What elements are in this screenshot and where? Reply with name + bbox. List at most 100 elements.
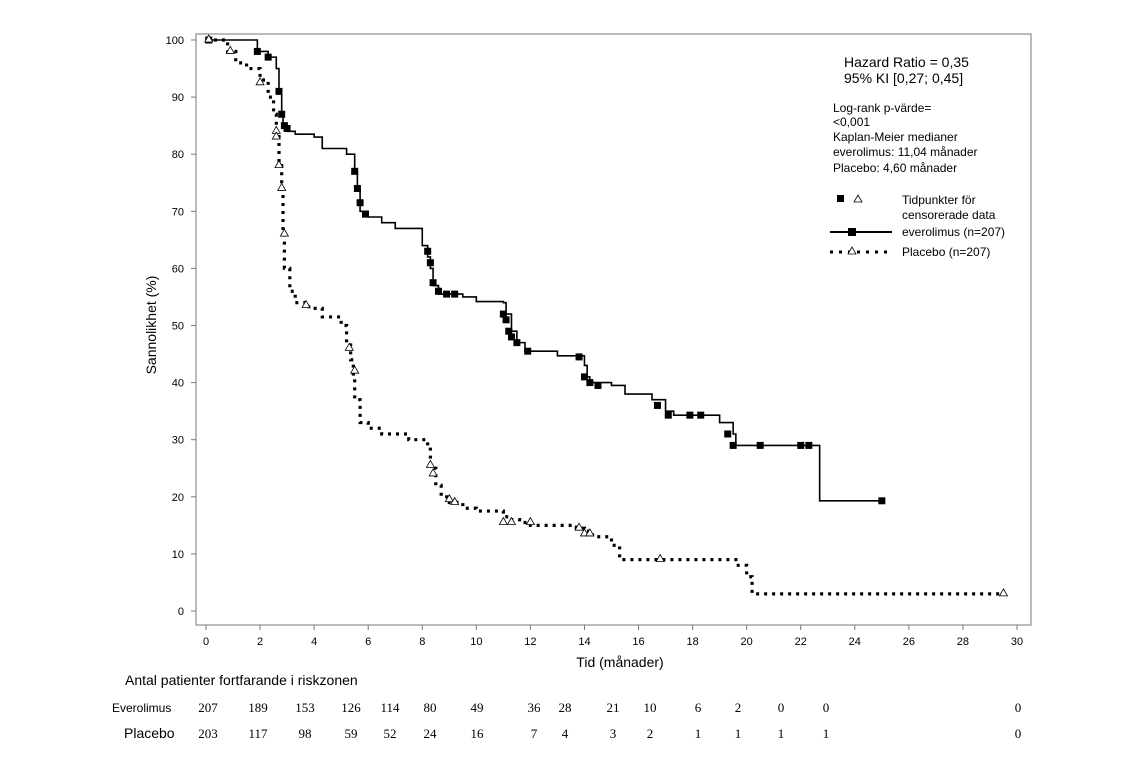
- x-tick-label: 8: [419, 636, 425, 648]
- everolimus-censor-mark: [524, 347, 532, 355]
- km-median-title: Kaplan-Meier medianer: [833, 130, 958, 144]
- risk-count: 1: [778, 726, 785, 741]
- everolimus-censor-mark: [278, 110, 286, 118]
- legend-censor-triangle-icon: [853, 194, 863, 203]
- x-tick-label: 2: [257, 636, 263, 648]
- y-tick-label: 100: [166, 35, 184, 47]
- risk-count: 189: [248, 700, 268, 715]
- everolimus-censor-mark: [361, 210, 369, 218]
- y-tick-label: 90: [172, 92, 184, 104]
- everolimus-censor-mark: [275, 87, 283, 95]
- everolimus-censor-mark: [580, 373, 588, 381]
- everolimus-censor-mark: [283, 125, 291, 133]
- risk-count: 114: [380, 700, 400, 715]
- placebo-censor-mark: [225, 45, 236, 54]
- risk-count: 10: [644, 700, 657, 715]
- x-axis-title: Tid (månader): [576, 654, 663, 670]
- everolimus-censor-mark: [499, 310, 507, 318]
- x-tick-label: 6: [365, 636, 371, 648]
- everolimus-censor-mark: [443, 290, 451, 298]
- y-tick-label: 10: [172, 549, 184, 561]
- risk-count: 153: [295, 700, 315, 715]
- risk-count: 28: [559, 700, 572, 715]
- legend-censor-line-1: Tidpunkter för: [902, 193, 976, 207]
- placebo-censor-mark: [204, 34, 214, 43]
- legend-everolimus-marker: [848, 228, 856, 236]
- everolimus-censor-mark: [686, 411, 694, 419]
- everolimus-censor-mark: [653, 401, 661, 409]
- logrank-line-2: <0,001: [833, 115, 870, 129]
- everolimus-censor-mark: [586, 379, 594, 387]
- risk-count: 2: [735, 700, 742, 715]
- everolimus-censor-mark: [502, 316, 510, 324]
- x-tick-label: 24: [849, 636, 861, 648]
- risk-count: 117: [248, 726, 268, 741]
- placebo-censor-mark: [444, 493, 454, 503]
- everolimus-censor-mark: [505, 327, 513, 335]
- everolimus-censor-mark: [451, 290, 459, 298]
- risk-row-label-everolimus: Everolimus: [112, 701, 171, 715]
- km-median-everolimus: everolimus: 11,04 månader: [833, 145, 978, 159]
- placebo-curve: [206, 38, 1004, 596]
- x-tick-label: 4: [311, 636, 317, 648]
- confidence-interval: 95% KI [0,27; 0,45]: [844, 70, 963, 86]
- x-tick-label: 0: [203, 636, 209, 648]
- everolimus-censor-mark: [424, 247, 432, 255]
- legend-placebo-marker: [847, 246, 857, 255]
- risk-count: 3: [610, 726, 617, 741]
- placebo-censor-mark: [998, 588, 1009, 597]
- placebo-censor-mark: [301, 299, 311, 308]
- x-tick-label: 28: [957, 636, 969, 648]
- everolimus-censor-mark: [353, 184, 361, 192]
- risk-count: 0: [1015, 700, 1022, 715]
- y-axis-title: Sannolikhet (%): [143, 276, 159, 375]
- x-tick-label: 14: [578, 636, 590, 648]
- legend-placebo: Placebo (n=207): [902, 245, 990, 259]
- everolimus-censor-mark: [575, 353, 583, 361]
- risk-count: 4: [562, 726, 569, 741]
- legend: Tidpunkter för censorerade data everolim…: [830, 193, 1005, 259]
- risk-count: 98: [299, 726, 312, 741]
- risk-count: 1: [695, 726, 702, 741]
- everolimus-censor-mark: [878, 497, 886, 505]
- everolimus-censor-mark: [594, 381, 602, 389]
- risk-count: 0: [823, 700, 830, 715]
- x-tick-label: 10: [470, 636, 482, 648]
- risk-count: 126: [341, 700, 361, 715]
- y-tick-label: 30: [172, 435, 184, 447]
- risk-count: 21: [607, 700, 620, 715]
- everolimus-censor-mark: [724, 430, 732, 438]
- everolimus-censor-mark: [351, 167, 359, 175]
- annotation-box: Hazard Ratio = 0,35 95% KI [0,27; 0,45] …: [833, 54, 978, 175]
- risk-count: 207: [198, 700, 218, 715]
- everolimus-censor-mark: [356, 199, 364, 207]
- placebo-censor-mark: [506, 516, 517, 525]
- everolimus-censor-mark: [434, 287, 442, 295]
- logrank-line-1: Log-rank p-värde=: [833, 101, 931, 115]
- legend-censor-line-2: censorerade data: [902, 208, 996, 222]
- placebo-censor-mark: [279, 228, 290, 237]
- risk-count: 80: [424, 700, 437, 715]
- placebo-censor-mark: [344, 342, 354, 351]
- risk-table-title: Antal patienter fortfarande i riskzonen: [125, 672, 358, 688]
- y-tick-label: 0: [178, 606, 184, 618]
- placebo-censor-mark: [349, 365, 360, 374]
- everolimus-censor-mark: [729, 441, 737, 449]
- risk-count: 36: [528, 700, 542, 715]
- everolimus-censor-mark: [805, 441, 813, 449]
- everolimus-censor-mark: [664, 411, 672, 419]
- km-median-placebo: Placebo: 4,60 månader: [833, 161, 957, 175]
- y-tick-label: 70: [172, 206, 184, 218]
- risk-count: 1: [823, 726, 830, 741]
- risk-count: 203: [198, 726, 218, 741]
- risk-count: 6: [695, 700, 702, 715]
- everolimus-censor-mark: [697, 411, 705, 419]
- everolimus-censor-mark: [429, 279, 437, 287]
- placebo-censor-mark: [498, 516, 509, 525]
- legend-everolimus: everolimus (n=207): [902, 225, 1005, 239]
- everolimus-censor-mark: [756, 441, 764, 449]
- y-tick-label: 50: [172, 321, 184, 333]
- risk-count: 24: [424, 726, 438, 741]
- x-tick-label: 20: [741, 636, 753, 648]
